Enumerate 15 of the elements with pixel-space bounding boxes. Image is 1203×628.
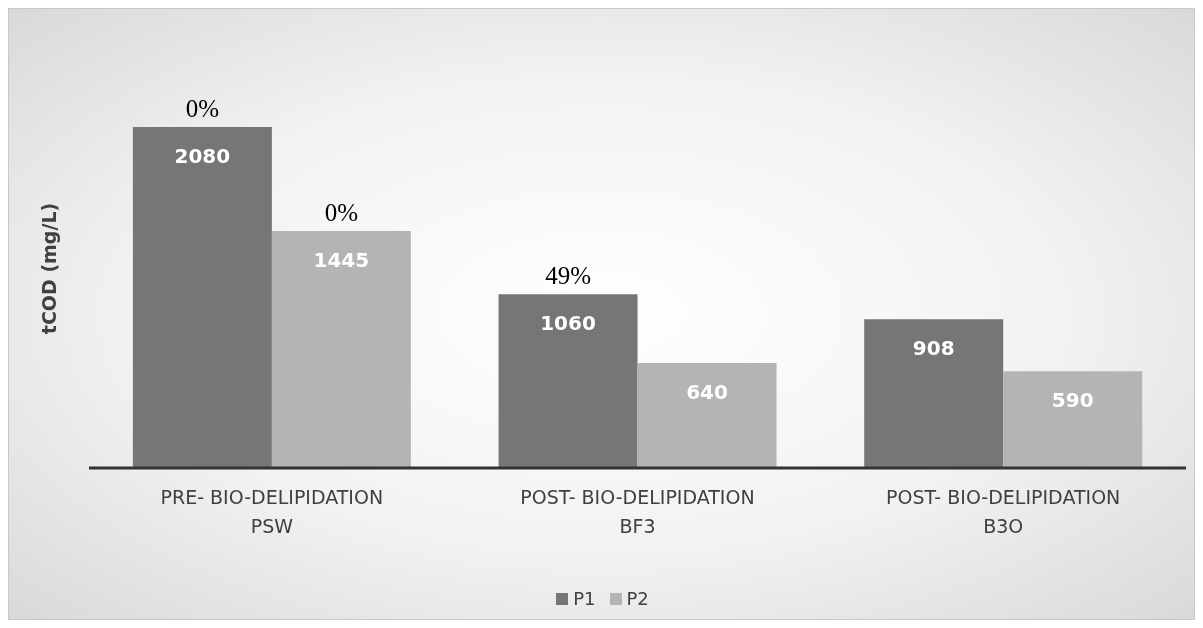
legend-label: P1: [573, 588, 596, 609]
annotation: 49%: [545, 262, 591, 290]
data-label: 590: [1051, 388, 1094, 413]
data-label: 1445: [313, 248, 370, 273]
data-label: 640: [686, 380, 728, 405]
data-label: 2080: [174, 144, 231, 169]
annotation: 0%: [324, 199, 359, 227]
y-axis-title: tCOD (mg/L): [37, 202, 60, 335]
legend-label: P2: [626, 588, 649, 609]
x-tick-label: POST- BIO-DELIPIDATION BF3: [520, 486, 755, 537]
x-tick-label: PRE- BIO-DELIPIDATION PSW: [160, 486, 384, 537]
x-tick-label: POST- BIO-DELIPIDATION B3O: [886, 486, 1121, 537]
data-label: 908: [912, 336, 955, 361]
data-label: 1060: [540, 311, 596, 336]
annotation: 0%: [185, 94, 220, 122]
